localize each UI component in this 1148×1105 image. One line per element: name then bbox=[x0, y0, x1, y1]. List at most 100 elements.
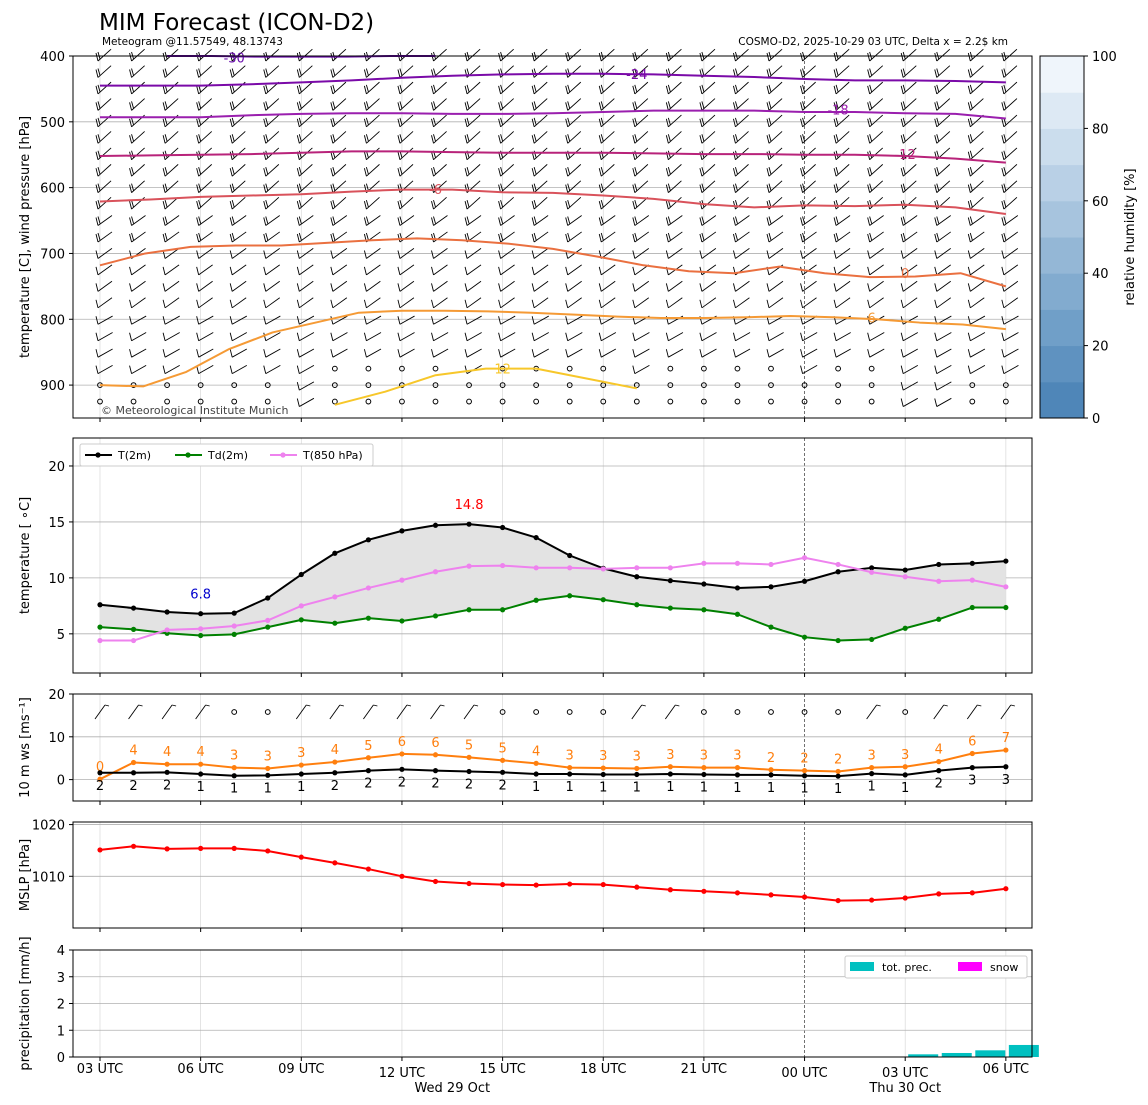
wind-barb-flag bbox=[735, 134, 738, 142]
wind-barb-flag bbox=[229, 102, 233, 111]
wind-barb bbox=[131, 365, 147, 375]
wind-barb bbox=[466, 332, 482, 342]
wind-barb-flag bbox=[296, 135, 300, 144]
y-tick-label: 10 bbox=[48, 731, 65, 746]
wind-barb-flag bbox=[665, 118, 669, 127]
wind-barb-flag bbox=[365, 216, 369, 224]
wind-barb-flag bbox=[196, 168, 200, 177]
wind-barb bbox=[299, 231, 314, 243]
wind-barb-flag bbox=[600, 183, 604, 191]
series-point bbox=[265, 595, 271, 601]
wind-barb bbox=[332, 264, 348, 276]
wind-barb-flag bbox=[196, 200, 200, 210]
wind-barb bbox=[466, 215, 482, 226]
isotherm-label: 0 bbox=[901, 267, 909, 282]
wind-barb bbox=[198, 297, 213, 309]
wind-barb bbox=[97, 315, 113, 325]
wind-barb bbox=[1003, 114, 1018, 128]
wind-barb-flag bbox=[835, 183, 839, 191]
wind-barb-flag bbox=[632, 233, 636, 243]
wind-barb bbox=[265, 215, 280, 226]
wind-barb-flag bbox=[162, 118, 166, 127]
wind-barb bbox=[902, 381, 919, 391]
wind-barb-flag bbox=[298, 199, 302, 208]
wind-barb-flag bbox=[733, 52, 736, 62]
series-point bbox=[198, 611, 204, 617]
wind-barb-flag bbox=[95, 299, 99, 308]
legend-label: snow bbox=[990, 961, 1018, 974]
calm-wind-circle bbox=[801, 709, 808, 715]
wind-barb bbox=[936, 164, 951, 177]
wind-barb bbox=[433, 264, 448, 276]
series-point bbox=[365, 585, 371, 591]
wind-barb bbox=[902, 48, 917, 62]
calm-wind-circle bbox=[667, 382, 674, 388]
wind-barb bbox=[231, 332, 248, 342]
legend-marker bbox=[95, 452, 101, 458]
wind-barb-flag bbox=[263, 184, 267, 193]
wind-barb-flag bbox=[196, 332, 200, 341]
mslp-line bbox=[99, 845, 1006, 902]
wind-series-point bbox=[298, 762, 304, 768]
wind-barb bbox=[936, 180, 951, 193]
wind-barb-flag bbox=[768, 167, 772, 175]
wind-barb-flag bbox=[632, 299, 636, 308]
wind-barb-flag bbox=[967, 151, 971, 160]
wind-barb bbox=[533, 280, 549, 292]
wind-barb-flag bbox=[735, 101, 738, 109]
wind-barb bbox=[298, 180, 313, 193]
wind-barb-flag bbox=[1001, 118, 1005, 127]
wind-value-label: 1 bbox=[264, 781, 272, 796]
wind-barb bbox=[332, 332, 348, 342]
wind-barb-flag bbox=[229, 365, 233, 374]
calm-wind-circle bbox=[533, 398, 540, 405]
wind-barb-flag bbox=[533, 232, 537, 241]
wind-barb bbox=[198, 231, 213, 243]
wind-barb-flag bbox=[701, 134, 705, 142]
wind-barb-flag bbox=[766, 118, 770, 127]
wind-barb bbox=[634, 81, 649, 95]
wind-barb-flag bbox=[632, 250, 636, 259]
wind-barb-flag bbox=[567, 216, 571, 224]
wind-barb-flag bbox=[363, 283, 367, 292]
wind-barb-flag bbox=[867, 102, 871, 111]
wind-barb-flag bbox=[833, 299, 837, 308]
y-tick-label: 15 bbox=[48, 516, 65, 531]
wind-barb-flag bbox=[196, 316, 200, 325]
y-axis-label: temperature [ ∘C] bbox=[18, 497, 33, 614]
wind-barb-flag bbox=[229, 200, 233, 210]
colorbar-segment bbox=[1040, 56, 1084, 93]
wind-barb bbox=[298, 131, 313, 144]
wind-barb bbox=[433, 114, 447, 128]
wind-barb-flag bbox=[296, 266, 300, 276]
series-point bbox=[500, 607, 506, 613]
wind-barb bbox=[735, 48, 749, 62]
wind-barb-flag bbox=[632, 52, 636, 62]
wind-barb bbox=[298, 147, 313, 161]
wind-barb bbox=[131, 81, 145, 95]
wind-barb bbox=[366, 332, 382, 342]
wind-barb-flag bbox=[665, 250, 669, 259]
legend-swatch bbox=[850, 962, 874, 971]
wind-barb-flag bbox=[733, 135, 736, 144]
wind-barb bbox=[198, 98, 213, 111]
wind-series-point bbox=[298, 771, 304, 777]
wind-barb-flag bbox=[733, 102, 736, 111]
series-point bbox=[533, 565, 539, 571]
calm-wind-circle bbox=[701, 398, 707, 405]
wind-barb bbox=[835, 164, 850, 177]
mslp-point bbox=[97, 847, 103, 853]
wind-barb-flag bbox=[129, 233, 132, 243]
wind-barb-flag bbox=[665, 233, 669, 243]
wind-barb bbox=[97, 65, 112, 78]
wind-barb bbox=[231, 65, 246, 78]
wind-barb-flag bbox=[699, 332, 703, 341]
wind-series-point bbox=[969, 750, 975, 757]
wind-barb-flag bbox=[198, 134, 202, 142]
wind-barb-flag bbox=[533, 167, 537, 175]
wind-barb-flag bbox=[397, 316, 401, 325]
wind-barb bbox=[969, 180, 984, 193]
wind-barb bbox=[97, 231, 113, 243]
wind-barb-flag bbox=[464, 332, 468, 341]
series-point bbox=[231, 631, 237, 637]
